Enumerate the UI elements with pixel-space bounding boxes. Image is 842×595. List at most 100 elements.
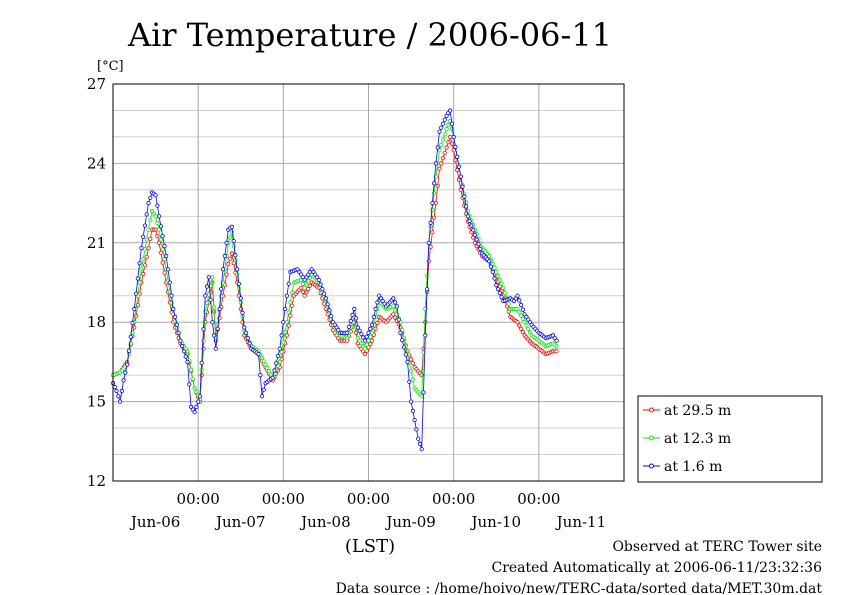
data-point (361, 335, 366, 340)
data-point (419, 394, 424, 399)
data-point (208, 297, 213, 302)
data-point (157, 240, 162, 245)
data-point (298, 285, 304, 290)
data-point (238, 296, 243, 301)
data-point (148, 195, 153, 200)
data-point (517, 298, 522, 303)
data-point (245, 335, 250, 341)
data-point (375, 320, 380, 325)
data-point (194, 389, 199, 394)
data-point (288, 313, 293, 318)
data-point (353, 316, 359, 321)
data-point (231, 238, 236, 244)
footer-data-source: Data source : /home/hoivo/new/TERC-data/… (336, 581, 823, 595)
data-point (502, 290, 508, 296)
data-point (114, 388, 119, 394)
x-tick-date-label: Jun-08 (299, 513, 351, 531)
data-point (160, 234, 165, 239)
data-point (419, 447, 424, 452)
data-point (158, 250, 163, 255)
data-point (515, 320, 520, 325)
data-point (307, 283, 312, 288)
data-point (153, 227, 158, 232)
data-point (440, 121, 446, 126)
data-point (215, 326, 220, 331)
y-tick-label: 21 (87, 234, 106, 252)
data-point (554, 343, 559, 349)
data-point (144, 237, 149, 242)
footer-created-timestamp: Created Automatically at 2006-06-11/23:3… (491, 560, 822, 576)
data-point (201, 327, 206, 332)
y-tick-labels: 12 15 18 21 24 27 (87, 75, 106, 490)
data-point (524, 323, 529, 328)
data-point (520, 307, 526, 312)
y-tick-label: 12 (87, 472, 106, 490)
data-point (259, 394, 265, 399)
data-point (497, 290, 502, 296)
data-point (518, 302, 524, 308)
data-point (442, 132, 447, 137)
data-point (318, 282, 323, 287)
data-point (135, 276, 140, 281)
data-point (467, 218, 472, 224)
data-point (132, 306, 137, 312)
data-point (451, 134, 456, 139)
x-tick-date-label: Jun-10 (470, 513, 522, 531)
data-point (518, 313, 524, 318)
data-point (350, 312, 355, 317)
data-point (416, 436, 421, 441)
data-point (446, 140, 451, 145)
y-tick-label: 15 (87, 393, 106, 411)
data-point (447, 134, 453, 139)
data-point (281, 320, 286, 325)
data-point (286, 323, 291, 328)
data-point (266, 369, 272, 374)
data-point (437, 129, 442, 134)
footer-observed-site: Observed at TERC Tower site (612, 539, 822, 555)
data-point (327, 308, 332, 313)
data-point (261, 359, 266, 364)
data-point (320, 286, 325, 292)
data-point (439, 161, 444, 166)
data-point (430, 207, 435, 212)
plot-frame (112, 83, 625, 482)
data-point (212, 333, 217, 338)
data-point (517, 310, 522, 315)
data-point (430, 201, 435, 206)
data-point (490, 269, 495, 274)
data-point (268, 372, 273, 377)
data-point (183, 354, 188, 359)
data-point (439, 142, 444, 147)
data-point (222, 253, 227, 259)
data-point (125, 362, 130, 367)
data-point (146, 227, 151, 232)
data-point (408, 357, 414, 362)
legend-label: at 1.6 m (664, 459, 722, 475)
data-point (426, 240, 431, 245)
data-point (277, 346, 282, 351)
data-point (487, 259, 492, 264)
data-point (137, 280, 142, 285)
data-point (472, 240, 478, 245)
data-point (522, 320, 527, 325)
data-point (423, 320, 428, 325)
data-point (430, 230, 435, 235)
data-point (435, 183, 440, 188)
data-point (408, 369, 414, 374)
data-point (307, 275, 312, 280)
data-point (472, 232, 478, 237)
data-point (433, 201, 438, 206)
data-point (515, 293, 520, 298)
data-point (265, 365, 270, 370)
data-point (153, 193, 158, 198)
data-point (158, 224, 163, 229)
data-point (368, 334, 373, 339)
data-point (142, 247, 147, 252)
data-point (153, 214, 158, 219)
data-point (137, 261, 142, 266)
data-point (463, 204, 469, 209)
data-point (121, 378, 126, 383)
data-point (201, 338, 206, 343)
data-point (242, 325, 247, 330)
data-point (329, 314, 334, 319)
